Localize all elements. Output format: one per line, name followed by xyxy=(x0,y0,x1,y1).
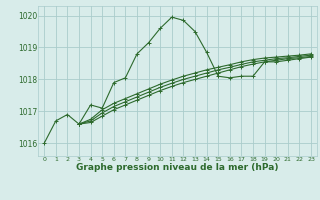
X-axis label: Graphe pression niveau de la mer (hPa): Graphe pression niveau de la mer (hPa) xyxy=(76,163,279,172)
